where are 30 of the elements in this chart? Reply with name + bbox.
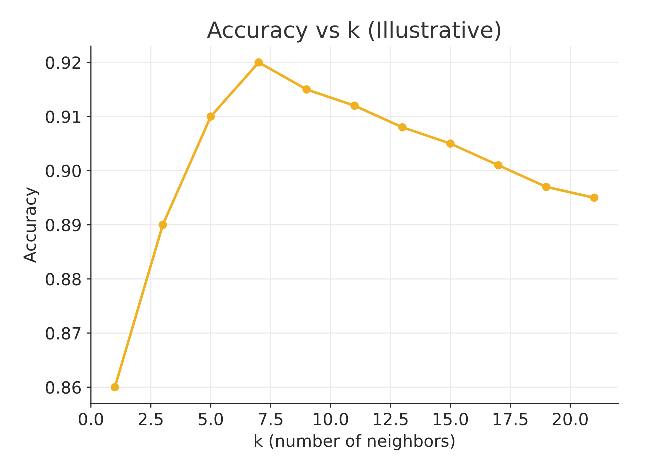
point — [398, 123, 407, 132]
y-tick-label: 0.91 — [46, 110, 81, 124]
x-tick-label: 15.0 — [434, 413, 468, 426]
y-tick-label: 0.90 — [46, 164, 82, 178]
x-tick-label: 5.0 — [199, 413, 224, 426]
x-tick-label: 10.0 — [314, 413, 348, 426]
y-tick-label: 0.92 — [46, 56, 80, 70]
y-tick-label: 0.87 — [46, 327, 81, 340]
chart-title: Accuracy vs k (Illustrative) — [207, 21, 501, 43]
point — [158, 220, 168, 230]
point — [206, 112, 216, 121]
x-tick-label: 0.0 — [78, 413, 104, 426]
x-axis-title: k (number of neighbors) — [255, 434, 455, 451]
point — [350, 102, 359, 110]
x-tick-label: 17.5 — [494, 413, 528, 426]
x-tick-label: 2.5 — [139, 413, 163, 426]
x-tick-label: 12.5 — [374, 413, 408, 426]
y-axis-title: Accuracy — [24, 187, 40, 263]
y-tick-label: 0.86 — [46, 381, 82, 394]
y-tick-label: 0.88 — [46, 273, 81, 286]
x-tick-label: 20.0 — [553, 413, 588, 426]
x-tick-label: 7.5 — [259, 413, 283, 426]
point — [302, 86, 312, 94]
point — [542, 182, 551, 192]
point — [446, 140, 455, 148]
point — [110, 383, 120, 392]
point — [590, 194, 599, 202]
y-tick-label: 0.89 — [46, 219, 81, 232]
point — [494, 161, 503, 170]
point — [254, 58, 264, 67]
